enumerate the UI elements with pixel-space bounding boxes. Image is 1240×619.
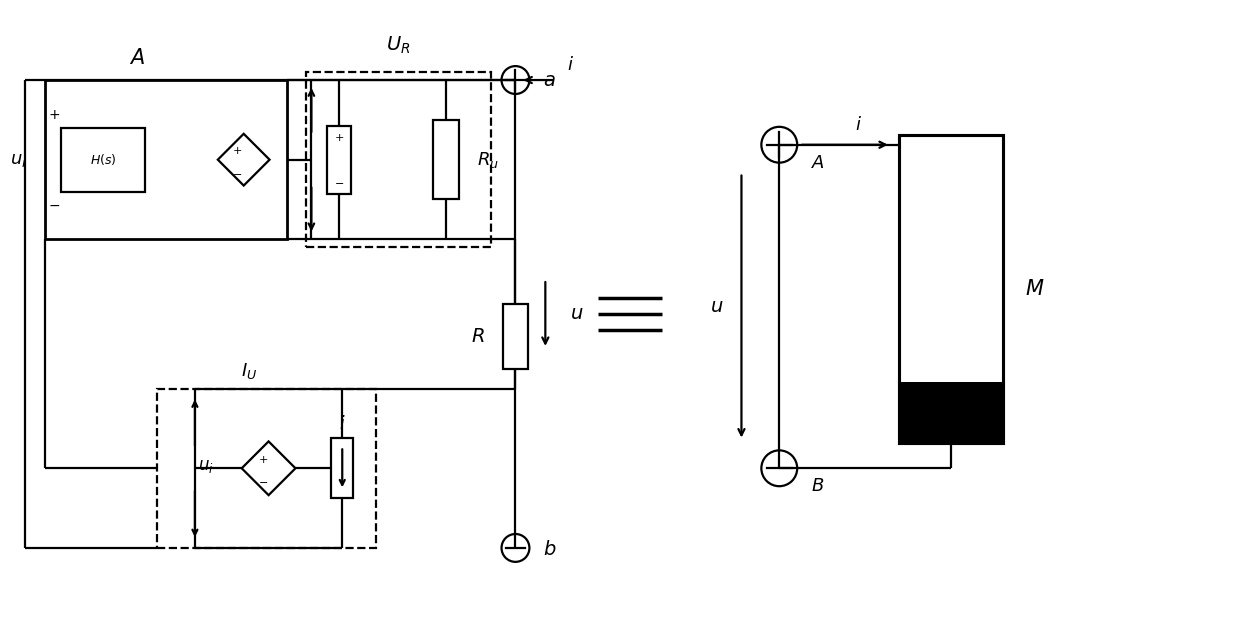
Text: $b$: $b$ — [543, 540, 557, 560]
Text: $+$: $+$ — [48, 108, 61, 122]
Bar — [327, 126, 351, 194]
Bar — [899, 135, 1003, 443]
Bar — [502, 304, 528, 369]
Text: $u$: $u$ — [711, 297, 723, 316]
Text: $i$: $i$ — [567, 56, 574, 74]
Text: $I_U$: $I_U$ — [241, 361, 257, 381]
Text: $a$: $a$ — [543, 71, 556, 90]
Text: $-$: $-$ — [335, 176, 345, 186]
Text: $u_i$: $u_i$ — [10, 150, 27, 168]
Bar — [306, 72, 491, 247]
Text: $R_u$: $R_u$ — [476, 150, 498, 170]
Text: $u_i$: $u_i$ — [198, 457, 213, 475]
Bar — [899, 135, 1003, 443]
Text: $u_c$: $u_c$ — [330, 150, 348, 168]
Text: $+$: $+$ — [335, 132, 345, 143]
Text: $B$: $B$ — [811, 477, 825, 495]
Bar — [45, 80, 286, 240]
Text: $-$: $-$ — [48, 197, 61, 212]
Text: $-$: $-$ — [232, 168, 242, 178]
Bar — [331, 438, 353, 498]
Bar — [433, 120, 459, 199]
Text: $H(s)$: $H(s)$ — [89, 152, 117, 167]
Text: $M$: $M$ — [1025, 279, 1044, 299]
Text: $U_R$: $U_R$ — [387, 35, 410, 56]
Bar — [899, 382, 1003, 443]
Text: $R$: $R$ — [471, 327, 485, 346]
Text: $i$: $i$ — [856, 116, 862, 134]
Text: $A$: $A$ — [129, 48, 145, 68]
Bar — [157, 389, 376, 548]
Text: $+$: $+$ — [258, 454, 268, 465]
Text: $u$: $u$ — [570, 305, 584, 324]
Text: $+$: $+$ — [232, 145, 242, 156]
Text: $A$: $A$ — [811, 154, 825, 171]
Text: $-$: $-$ — [258, 476, 268, 487]
Bar — [61, 128, 145, 191]
Text: $i$: $i$ — [339, 415, 346, 433]
